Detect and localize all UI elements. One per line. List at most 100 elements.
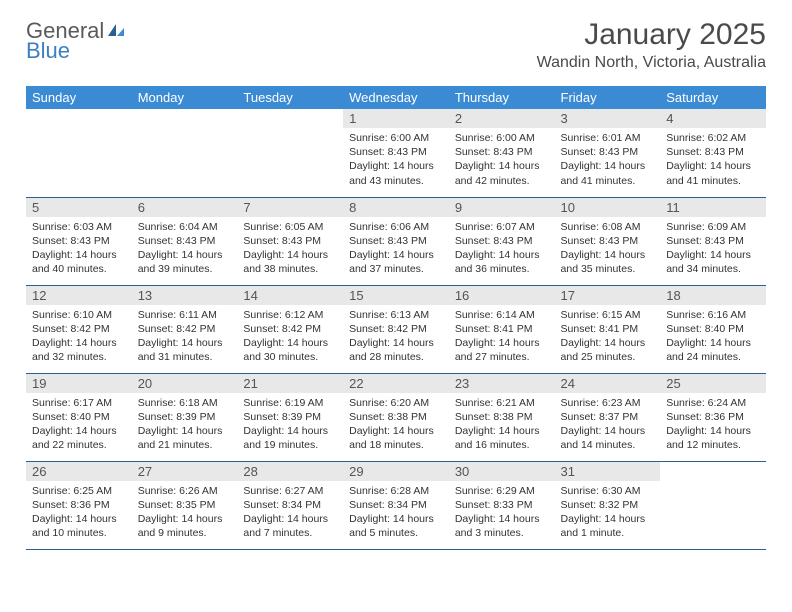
day-content: Sunrise: 6:04 AMSunset: 8:43 PMDaylight:… xyxy=(132,217,238,281)
day-content: Sunrise: 6:08 AMSunset: 8:43 PMDaylight:… xyxy=(555,217,661,281)
day-number: 16 xyxy=(449,286,555,305)
day-number: 19 xyxy=(26,374,132,393)
weekday-header-row: SundayMondayTuesdayWednesdayThursdayFrid… xyxy=(26,86,766,109)
day-content: Sunrise: 6:09 AMSunset: 8:43 PMDaylight:… xyxy=(660,217,766,281)
day-content: Sunrise: 6:10 AMSunset: 8:42 PMDaylight:… xyxy=(26,305,132,369)
calendar-day-cell: 14Sunrise: 6:12 AMSunset: 8:42 PMDayligh… xyxy=(237,285,343,373)
day-content: Sunrise: 6:29 AMSunset: 8:33 PMDaylight:… xyxy=(449,481,555,545)
calendar-day-cell: 18Sunrise: 6:16 AMSunset: 8:40 PMDayligh… xyxy=(660,285,766,373)
calendar-day-cell: 17Sunrise: 6:15 AMSunset: 8:41 PMDayligh… xyxy=(555,285,661,373)
day-number: 5 xyxy=(26,198,132,217)
day-number xyxy=(660,462,766,481)
calendar-day-cell: 11Sunrise: 6:09 AMSunset: 8:43 PMDayligh… xyxy=(660,197,766,285)
day-number xyxy=(237,109,343,128)
weekday-header: Saturday xyxy=(660,86,766,109)
calendar-day-cell: 5Sunrise: 6:03 AMSunset: 8:43 PMDaylight… xyxy=(26,197,132,285)
calendar-day-cell: 6Sunrise: 6:04 AMSunset: 8:43 PMDaylight… xyxy=(132,197,238,285)
day-content: Sunrise: 6:30 AMSunset: 8:32 PMDaylight:… xyxy=(555,481,661,545)
calendar-empty-cell xyxy=(26,109,132,197)
day-number xyxy=(132,109,238,128)
day-number: 27 xyxy=(132,462,238,481)
day-number: 30 xyxy=(449,462,555,481)
day-number: 29 xyxy=(343,462,449,481)
weekday-header: Wednesday xyxy=(343,86,449,109)
day-content: Sunrise: 6:27 AMSunset: 8:34 PMDaylight:… xyxy=(237,481,343,545)
calendar-day-cell: 13Sunrise: 6:11 AMSunset: 8:42 PMDayligh… xyxy=(132,285,238,373)
calendar-day-cell: 22Sunrise: 6:20 AMSunset: 8:38 PMDayligh… xyxy=(343,373,449,461)
day-content: Sunrise: 6:18 AMSunset: 8:39 PMDaylight:… xyxy=(132,393,238,457)
day-content: Sunrise: 6:05 AMSunset: 8:43 PMDaylight:… xyxy=(237,217,343,281)
day-number: 12 xyxy=(26,286,132,305)
day-number: 15 xyxy=(343,286,449,305)
weekday-header: Friday xyxy=(555,86,661,109)
day-content: Sunrise: 6:07 AMSunset: 8:43 PMDaylight:… xyxy=(449,217,555,281)
calendar-day-cell: 30Sunrise: 6:29 AMSunset: 8:33 PMDayligh… xyxy=(449,461,555,549)
day-number: 31 xyxy=(555,462,661,481)
calendar-day-cell: 26Sunrise: 6:25 AMSunset: 8:36 PMDayligh… xyxy=(26,461,132,549)
calendar-week-row: 26Sunrise: 6:25 AMSunset: 8:36 PMDayligh… xyxy=(26,461,766,549)
calendar-week-row: 1Sunrise: 6:00 AMSunset: 8:43 PMDaylight… xyxy=(26,109,766,197)
day-content: Sunrise: 6:20 AMSunset: 8:38 PMDaylight:… xyxy=(343,393,449,457)
calendar-day-cell: 24Sunrise: 6:23 AMSunset: 8:37 PMDayligh… xyxy=(555,373,661,461)
calendar-day-cell: 20Sunrise: 6:18 AMSunset: 8:39 PMDayligh… xyxy=(132,373,238,461)
weekday-header: Tuesday xyxy=(237,86,343,109)
calendar-empty-cell xyxy=(132,109,238,197)
day-number: 8 xyxy=(343,198,449,217)
day-content: Sunrise: 6:24 AMSunset: 8:36 PMDaylight:… xyxy=(660,393,766,457)
day-content: Sunrise: 6:13 AMSunset: 8:42 PMDaylight:… xyxy=(343,305,449,369)
calendar-day-cell: 25Sunrise: 6:24 AMSunset: 8:36 PMDayligh… xyxy=(660,373,766,461)
day-number: 20 xyxy=(132,374,238,393)
day-content: Sunrise: 6:00 AMSunset: 8:43 PMDaylight:… xyxy=(449,128,555,192)
day-content: Sunrise: 6:12 AMSunset: 8:42 PMDaylight:… xyxy=(237,305,343,369)
calendar-day-cell: 28Sunrise: 6:27 AMSunset: 8:34 PMDayligh… xyxy=(237,461,343,549)
day-number xyxy=(26,109,132,128)
day-number: 2 xyxy=(449,109,555,128)
calendar-day-cell: 19Sunrise: 6:17 AMSunset: 8:40 PMDayligh… xyxy=(26,373,132,461)
calendar-day-cell: 2Sunrise: 6:00 AMSunset: 8:43 PMDaylight… xyxy=(449,109,555,197)
logo-sail-icon xyxy=(106,22,126,43)
day-content: Sunrise: 6:17 AMSunset: 8:40 PMDaylight:… xyxy=(26,393,132,457)
location: Wandin North, Victoria, Australia xyxy=(537,54,766,72)
weekday-header: Monday xyxy=(132,86,238,109)
day-number: 10 xyxy=(555,198,661,217)
day-content: Sunrise: 6:00 AMSunset: 8:43 PMDaylight:… xyxy=(343,128,449,192)
title-block: January 2025 Wandin North, Victoria, Aus… xyxy=(537,18,766,72)
calendar-day-cell: 29Sunrise: 6:28 AMSunset: 8:34 PMDayligh… xyxy=(343,461,449,549)
calendar-day-cell: 15Sunrise: 6:13 AMSunset: 8:42 PMDayligh… xyxy=(343,285,449,373)
day-content: Sunrise: 6:01 AMSunset: 8:43 PMDaylight:… xyxy=(555,128,661,192)
day-content: Sunrise: 6:28 AMSunset: 8:34 PMDaylight:… xyxy=(343,481,449,545)
calendar-day-cell: 21Sunrise: 6:19 AMSunset: 8:39 PMDayligh… xyxy=(237,373,343,461)
calendar-day-cell: 16Sunrise: 6:14 AMSunset: 8:41 PMDayligh… xyxy=(449,285,555,373)
day-content: Sunrise: 6:16 AMSunset: 8:40 PMDaylight:… xyxy=(660,305,766,369)
day-number: 22 xyxy=(343,374,449,393)
day-number: 26 xyxy=(26,462,132,481)
calendar-day-cell: 3Sunrise: 6:01 AMSunset: 8:43 PMDaylight… xyxy=(555,109,661,197)
day-content: Sunrise: 6:03 AMSunset: 8:43 PMDaylight:… xyxy=(26,217,132,281)
calendar-day-cell: 4Sunrise: 6:02 AMSunset: 8:43 PMDaylight… xyxy=(660,109,766,197)
header: General Blue January 2025 Wandin North, … xyxy=(0,0,792,78)
day-content: Sunrise: 6:19 AMSunset: 8:39 PMDaylight:… xyxy=(237,393,343,457)
day-content: Sunrise: 6:21 AMSunset: 8:38 PMDaylight:… xyxy=(449,393,555,457)
day-number: 7 xyxy=(237,198,343,217)
calendar-day-cell: 7Sunrise: 6:05 AMSunset: 8:43 PMDaylight… xyxy=(237,197,343,285)
day-content: Sunrise: 6:15 AMSunset: 8:41 PMDaylight:… xyxy=(555,305,661,369)
calendar-week-row: 5Sunrise: 6:03 AMSunset: 8:43 PMDaylight… xyxy=(26,197,766,285)
day-number: 23 xyxy=(449,374,555,393)
logo: General Blue xyxy=(26,18,126,64)
day-number: 17 xyxy=(555,286,661,305)
day-number: 1 xyxy=(343,109,449,128)
day-content: Sunrise: 6:06 AMSunset: 8:43 PMDaylight:… xyxy=(343,217,449,281)
calendar-day-cell: 27Sunrise: 6:26 AMSunset: 8:35 PMDayligh… xyxy=(132,461,238,549)
calendar-week-row: 12Sunrise: 6:10 AMSunset: 8:42 PMDayligh… xyxy=(26,285,766,373)
day-number: 9 xyxy=(449,198,555,217)
month-title: January 2025 xyxy=(537,18,766,52)
day-number: 18 xyxy=(660,286,766,305)
day-content: Sunrise: 6:23 AMSunset: 8:37 PMDaylight:… xyxy=(555,393,661,457)
calendar-day-cell: 31Sunrise: 6:30 AMSunset: 8:32 PMDayligh… xyxy=(555,461,661,549)
day-number: 14 xyxy=(237,286,343,305)
day-content: Sunrise: 6:25 AMSunset: 8:36 PMDaylight:… xyxy=(26,481,132,545)
calendar-day-cell: 1Sunrise: 6:00 AMSunset: 8:43 PMDaylight… xyxy=(343,109,449,197)
day-number: 25 xyxy=(660,374,766,393)
day-number: 11 xyxy=(660,198,766,217)
calendar-table: SundayMondayTuesdayWednesdayThursdayFrid… xyxy=(26,86,766,550)
